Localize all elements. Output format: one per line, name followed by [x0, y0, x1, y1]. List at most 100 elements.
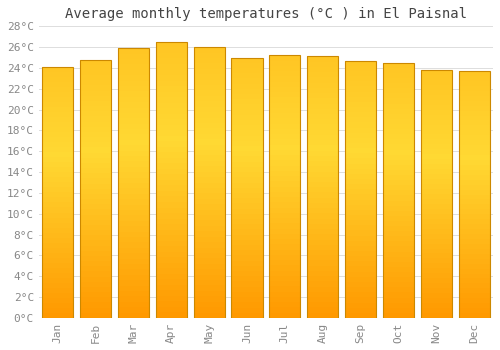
Bar	[42, 107, 74, 112]
Bar	[156, 108, 187, 114]
Bar	[345, 71, 376, 76]
Bar	[458, 125, 490, 130]
Bar	[42, 248, 74, 253]
Bar	[421, 293, 452, 298]
Bar	[232, 57, 262, 63]
Bar	[421, 244, 452, 248]
Bar	[458, 165, 490, 170]
Bar	[307, 150, 338, 156]
Bar	[307, 56, 338, 318]
Bar	[232, 256, 262, 261]
Bar	[156, 130, 187, 136]
Bar	[232, 131, 262, 136]
Bar	[80, 168, 111, 173]
Bar	[42, 152, 74, 157]
Bar	[307, 83, 338, 88]
Bar	[194, 69, 224, 74]
Bar	[307, 177, 338, 182]
Bar	[421, 288, 452, 293]
Bar	[383, 185, 414, 190]
Bar	[421, 283, 452, 288]
Bar	[383, 114, 414, 119]
Bar	[270, 181, 300, 187]
Bar	[80, 60, 111, 318]
Bar	[80, 147, 111, 153]
Bar	[345, 236, 376, 241]
Bar	[458, 219, 490, 224]
Bar	[232, 115, 262, 120]
Bar	[194, 123, 224, 128]
Bar	[421, 268, 452, 273]
Bar	[80, 117, 111, 121]
Bar	[80, 308, 111, 313]
Bar	[383, 246, 414, 252]
Bar	[345, 76, 376, 81]
Bar	[307, 281, 338, 287]
Bar	[118, 205, 149, 210]
Bar	[421, 214, 452, 219]
Bar	[232, 234, 262, 240]
Bar	[42, 293, 74, 298]
Bar	[421, 174, 452, 179]
Bar	[42, 197, 74, 202]
Bar	[458, 308, 490, 313]
Bar	[156, 218, 187, 224]
Bar	[421, 95, 452, 100]
Bar	[42, 238, 74, 243]
Bar	[80, 240, 111, 246]
Bar	[383, 267, 414, 272]
Bar	[194, 302, 224, 307]
Bar	[156, 125, 187, 130]
Bar	[421, 120, 452, 125]
Bar	[383, 88, 414, 93]
Bar	[307, 67, 338, 72]
Bar	[156, 301, 187, 307]
Bar	[270, 134, 300, 139]
Bar	[345, 153, 376, 159]
Bar	[270, 286, 300, 292]
Bar	[80, 272, 111, 276]
Bar	[383, 292, 414, 298]
Bar	[270, 124, 300, 129]
Bar	[270, 66, 300, 71]
Bar	[194, 286, 224, 291]
Bar	[270, 297, 300, 302]
Bar	[345, 61, 376, 66]
Bar	[421, 229, 452, 234]
Bar	[458, 71, 490, 318]
Bar	[421, 264, 452, 268]
Bar	[42, 273, 74, 278]
Bar	[156, 119, 187, 125]
Bar	[307, 98, 338, 104]
Bar	[232, 125, 262, 131]
Bar	[232, 146, 262, 151]
Bar	[156, 42, 187, 318]
Bar	[80, 178, 111, 184]
Bar	[458, 101, 490, 106]
Bar	[270, 292, 300, 297]
Bar	[118, 59, 149, 64]
Bar	[80, 235, 111, 240]
Bar	[156, 191, 187, 196]
Bar	[118, 313, 149, 318]
Bar	[194, 183, 224, 188]
Bar	[232, 214, 262, 219]
Bar	[458, 244, 490, 249]
Bar	[232, 73, 262, 78]
Bar	[194, 188, 224, 193]
Bar	[421, 189, 452, 194]
Bar	[80, 80, 111, 85]
Bar	[42, 72, 74, 77]
Bar	[80, 137, 111, 142]
Bar	[194, 210, 224, 215]
Bar	[42, 243, 74, 248]
Bar	[232, 292, 262, 297]
Bar	[421, 169, 452, 174]
Bar	[156, 103, 187, 108]
Bar	[307, 193, 338, 198]
Bar	[307, 214, 338, 219]
Bar	[80, 101, 111, 106]
Bar	[345, 102, 376, 107]
Bar	[118, 210, 149, 215]
Bar	[194, 145, 224, 150]
